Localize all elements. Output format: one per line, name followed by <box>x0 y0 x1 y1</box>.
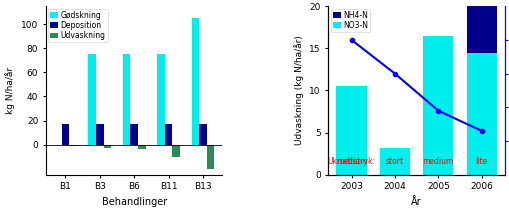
Text: medium: medium <box>422 157 453 166</box>
Bar <box>103 145 111 148</box>
Text: lite: lite <box>474 157 487 166</box>
Bar <box>138 145 145 149</box>
Bar <box>62 124 69 145</box>
Bar <box>88 54 96 145</box>
X-axis label: Behandlinger: Behandlinger <box>101 197 166 207</box>
Bar <box>164 124 172 145</box>
Y-axis label: kg N/ha/år: kg N/ha/år <box>6 67 15 114</box>
Bar <box>207 145 214 169</box>
Bar <box>96 124 103 145</box>
Text: stort: stort <box>385 157 403 166</box>
Bar <box>191 18 199 145</box>
Bar <box>422 36 453 175</box>
Bar <box>123 54 130 145</box>
Text: Ukrudtstryk:: Ukrudtstryk: <box>327 157 375 166</box>
Bar <box>69 145 76 146</box>
Bar <box>466 53 496 175</box>
Bar <box>336 86 366 175</box>
Y-axis label: Udvaskning (kg N/ha/år): Udvaskning (kg N/ha/år) <box>293 36 303 145</box>
Legend: NH4-N, NO3-N: NH4-N, NO3-N <box>330 9 370 32</box>
Bar <box>130 124 138 145</box>
Legend: Gødskning, Deposition, Udvaskning: Gødskning, Deposition, Udvaskning <box>48 9 107 42</box>
Bar <box>172 145 180 157</box>
Bar <box>199 124 207 145</box>
X-axis label: År: År <box>411 197 421 207</box>
Bar <box>379 148 409 175</box>
Bar <box>157 54 164 145</box>
Text: medium: medium <box>335 157 366 166</box>
Bar <box>466 6 496 53</box>
